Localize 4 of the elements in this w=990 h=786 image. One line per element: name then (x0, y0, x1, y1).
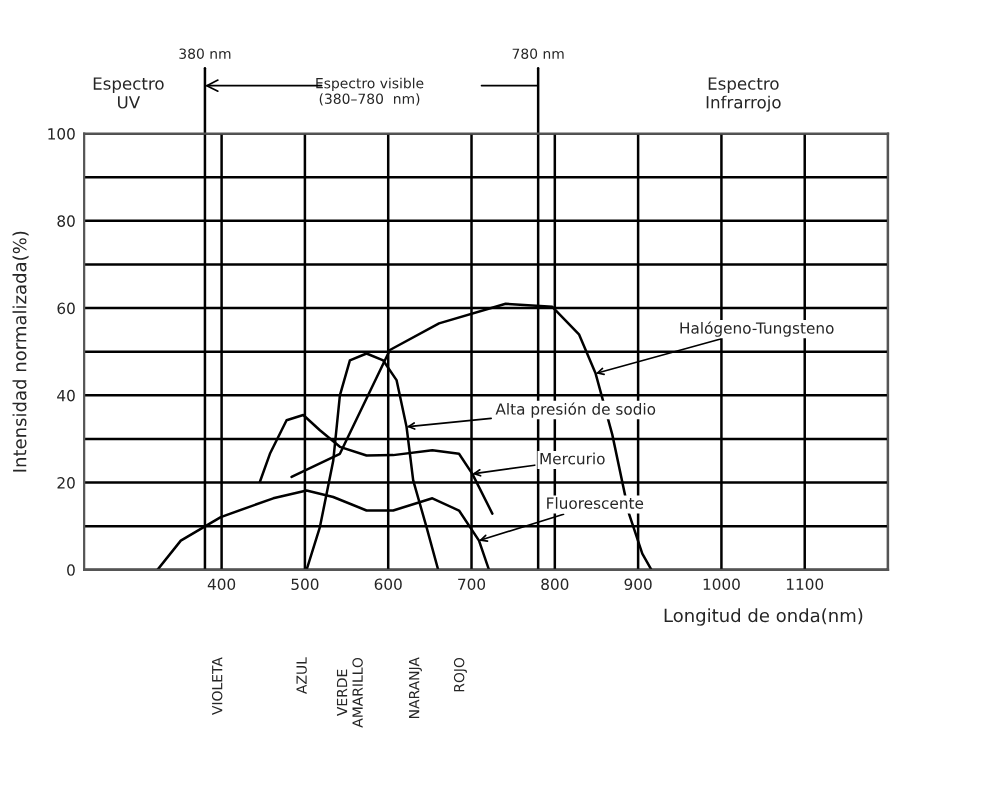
text: Espectro UV (93, 77, 164, 109)
y-axis-title: Intensidad normalizada(%) (12, 231, 29, 472)
text: Espectro Infrarrojo (706, 77, 781, 112)
x-axis-title: Longitud de onda(nm) (664, 608, 863, 626)
